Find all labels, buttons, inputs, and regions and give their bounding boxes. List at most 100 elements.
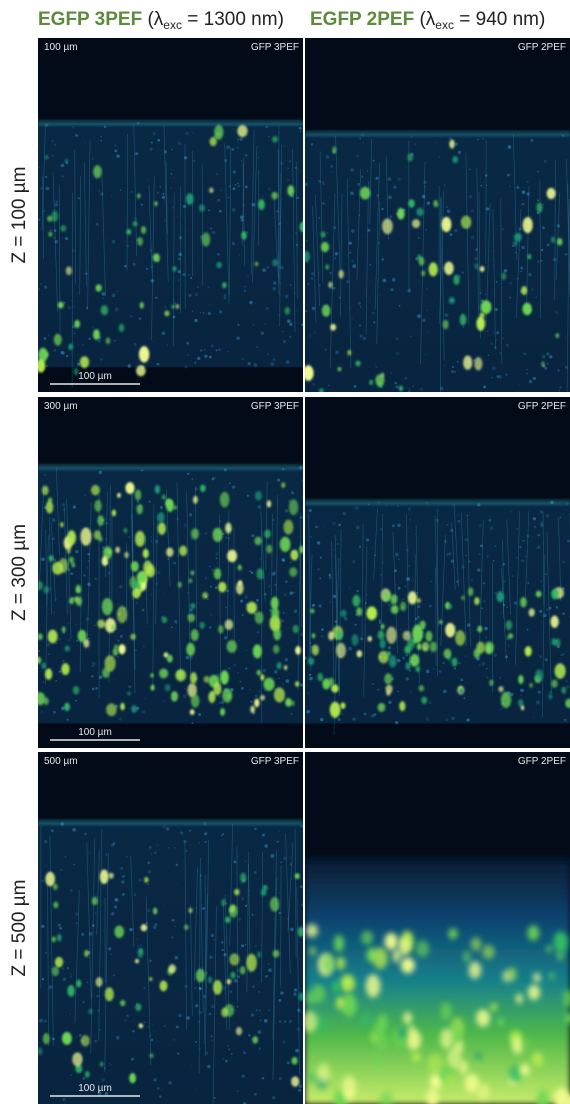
texture	[222, 949, 224, 951]
neuron	[384, 673, 392, 684]
neuron	[200, 485, 205, 493]
texture	[484, 627, 488, 631]
texture	[287, 179, 289, 181]
texture	[273, 287, 276, 290]
texture	[528, 273, 531, 276]
neuron	[42, 486, 49, 496]
texture	[516, 186, 519, 189]
neuron	[370, 1032, 377, 1043]
texture	[415, 143, 416, 144]
neuron	[48, 232, 52, 237]
texture	[375, 177, 378, 180]
texture	[479, 554, 480, 555]
texture	[536, 701, 540, 705]
neuron	[81, 1035, 90, 1046]
neuron	[48, 630, 58, 644]
column-param: (λ	[147, 9, 163, 30]
texture	[73, 1023, 74, 1024]
texture	[300, 131, 301, 132]
neuron	[264, 530, 270, 539]
texture	[61, 514, 62, 515]
neuron	[336, 643, 346, 658]
neuron	[153, 253, 160, 262]
neuron	[390, 594, 397, 604]
texture	[174, 926, 175, 927]
texture	[205, 1052, 208, 1055]
neuron	[65, 159, 68, 164]
texture	[271, 854, 275, 858]
column-title: EGFP 2PEF	[310, 9, 414, 30]
neuron	[383, 592, 391, 602]
texture	[209, 626, 212, 629]
neuron	[35, 657, 41, 664]
texture	[237, 1090, 239, 1092]
depth-label: 500 µm	[44, 756, 78, 767]
neuron	[68, 343, 73, 350]
texture	[289, 336, 291, 338]
neuron	[497, 591, 504, 602]
texture	[547, 363, 549, 365]
neuron	[408, 1025, 415, 1034]
texture	[538, 534, 541, 537]
neuron	[430, 1074, 442, 1090]
texture	[55, 680, 57, 682]
texture	[89, 338, 91, 340]
texture	[237, 1006, 239, 1008]
texture	[191, 478, 193, 480]
texture	[349, 587, 350, 588]
texture	[406, 677, 409, 680]
texture	[396, 337, 399, 340]
scale-bar-label: 100 µm	[78, 371, 112, 382]
texture	[520, 695, 521, 696]
texture	[290, 284, 292, 286]
neuron	[357, 650, 363, 657]
neuron	[190, 570, 194, 575]
texture	[210, 613, 212, 615]
neuron	[218, 582, 226, 593]
column-param: (λ	[419, 9, 435, 30]
neuron	[208, 976, 212, 983]
texture	[171, 188, 172, 189]
neuron	[62, 626, 66, 632]
neuron	[214, 568, 221, 579]
texture	[413, 386, 414, 387]
texture	[173, 1039, 174, 1040]
neuron	[179, 546, 187, 556]
texture	[396, 352, 400, 356]
texture	[151, 853, 152, 854]
texture	[289, 160, 291, 162]
neuron	[220, 670, 229, 684]
neuron	[159, 668, 168, 678]
neuron	[555, 663, 566, 679]
texture	[281, 558, 284, 561]
texture	[240, 600, 243, 603]
texture	[195, 1041, 197, 1043]
texture	[155, 297, 157, 299]
texture	[290, 561, 292, 563]
texture	[157, 363, 160, 366]
texture	[244, 286, 245, 287]
neuron	[85, 1071, 90, 1078]
texture	[262, 195, 264, 197]
neuron	[37, 633, 42, 640]
texture	[465, 655, 466, 656]
texture	[46, 643, 50, 647]
texture	[144, 987, 146, 989]
texture	[153, 132, 156, 135]
texture	[62, 503, 65, 506]
neuron	[135, 1003, 141, 1011]
texture	[210, 227, 212, 229]
texture	[290, 591, 294, 595]
texture	[383, 279, 387, 283]
texture	[390, 215, 393, 218]
texture	[139, 318, 141, 320]
texture	[413, 579, 414, 580]
texture	[44, 337, 47, 340]
texture	[148, 870, 151, 873]
texture	[133, 217, 137, 221]
texture	[96, 995, 99, 998]
neuron	[312, 633, 315, 638]
texture	[355, 624, 357, 626]
texture	[255, 945, 257, 947]
texture	[77, 362, 80, 365]
